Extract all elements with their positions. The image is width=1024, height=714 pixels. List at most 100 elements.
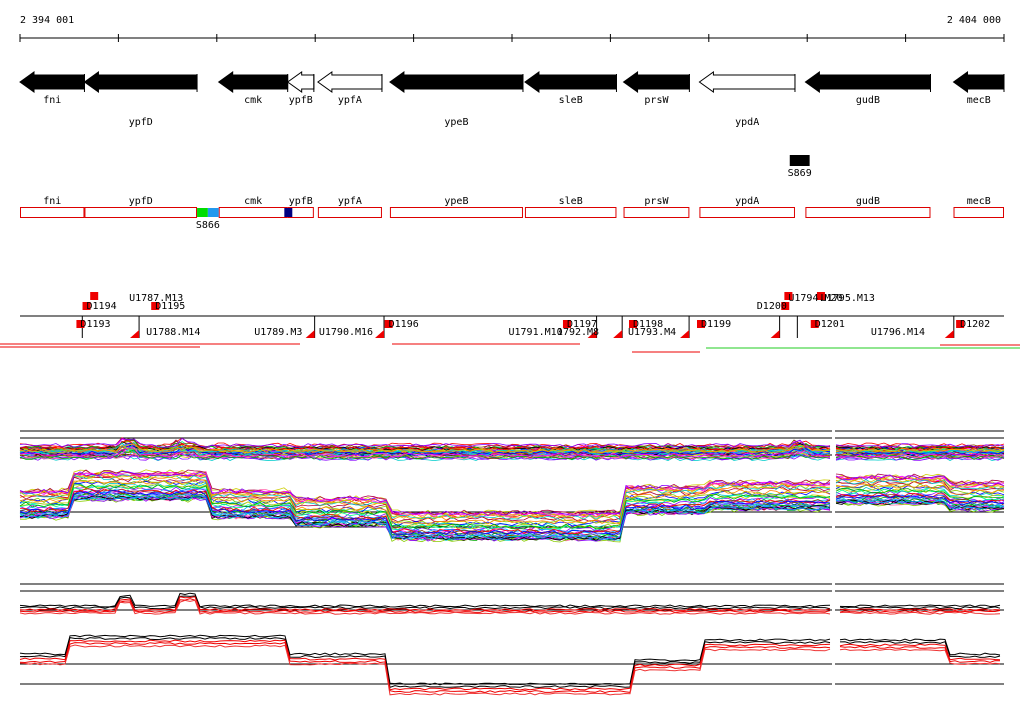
marker-label-S866: S866 [196,220,220,231]
gene-box-sleB[interactable] [524,207,617,218]
segment-end-triangle [770,330,780,338]
gene-arrow-ypeB[interactable] [389,71,524,93]
gene-box-ypfD[interactable] [84,207,198,218]
segment-marker[interactable] [82,302,91,310]
gene-arrow-sleB[interactable] [524,71,617,93]
segment-label: D1193 [80,319,110,330]
expression-trace [19,494,1005,541]
segment-label: 1792.M8 [557,327,599,338]
gene-box-label-ypdA: ypdA [735,196,759,207]
gene-label-fni: fni [43,95,61,106]
gene-label-ypdA: ypdA [735,117,759,128]
marker-block[interactable] [207,208,219,217]
expression-trace [19,479,1005,526]
segment-marker[interactable] [810,320,819,328]
segment-label: D1201 [815,319,845,330]
gene-label-ypfB: ypfB [289,95,313,106]
segment-label: D1195 [155,301,185,312]
feature-box-S869[interactable] [789,155,810,166]
segment-marker[interactable] [816,292,825,300]
gene-box-prsW[interactable] [623,207,690,218]
gene-label-cmk: cmk [244,95,262,106]
summary-trace [19,599,1001,615]
segment-label: U1791.M10 [509,327,563,338]
expression-trace [19,479,1005,525]
summary-trace [19,634,1001,686]
segment-marker[interactable] [90,292,99,300]
gene-box-gudB[interactable] [805,207,931,218]
gene-arrow-mecB[interactable] [952,71,1005,93]
segment-marker[interactable] [76,320,85,328]
segment-label: U1790.M16 [319,327,373,338]
segment-label: D1194 [87,301,117,312]
gene-arrow-ypfD[interactable] [83,71,198,93]
segment-marker[interactable] [696,320,705,328]
gene-arrow-cmk[interactable] [217,71,289,93]
summary-trace [19,596,1001,612]
summary-trace [19,598,1001,613]
segment-end-triangle [944,330,954,338]
gene-box-cmk[interactable] [218,207,288,218]
segment-marker[interactable] [384,320,393,328]
panel-gap [832,428,835,538]
expression-trace [19,484,1005,530]
segment-label: D1202 [960,319,990,330]
segment-marker[interactable] [151,302,160,310]
summary-trace [19,637,1001,688]
gene-arrow-fni[interactable] [19,71,85,93]
expression-trace [19,470,1005,517]
segment-label: U1796.M14 [871,327,925,338]
segment-label: U1793.M4 [628,327,676,338]
gene-arrow-ypfA[interactable] [317,71,383,93]
marker-block[interactable] [284,208,293,217]
gene-box-label-fni: fni [43,196,61,207]
gene-box-label-prsW: prsW [644,196,669,207]
gene-box-track: fni ypfD cmk ypfB ypfA ypeB sleB prsW ypdA gudB me… [20,196,1004,231]
gene-arrow-ypdA[interactable] [698,71,796,93]
gene-label-prsW: prsW [644,95,669,106]
expression-trace [19,476,1005,523]
segment-end-triangle [305,330,315,338]
feature-label-S869: S869 [788,168,812,179]
feature-track: S869 [788,155,812,179]
summary-trace [19,639,1001,691]
gene-label-ypfA: ypfA [338,95,362,106]
expression-trace [19,446,1005,458]
gene-box-mecB[interactable] [953,207,1004,218]
gene-box-label-ypfA: ypfA [338,196,362,207]
gene-label-sleB: sleB [559,95,583,106]
gene-label-ypfD: ypfD [129,117,153,128]
segment-marker[interactable] [781,302,790,310]
segment-label: U1787.M13 [129,293,183,304]
gene-box-label-gudB: gudB [856,196,880,207]
segment-label: U1789.M3 [254,327,302,338]
gene-box-label-sleB: sleB [559,196,583,207]
expression-trace [19,437,1005,448]
ruler-end-label: 2 404 000 [947,15,1001,26]
coordinate-ruler: 2 394 001 2 404 000 [19,15,1005,42]
segment-end-triangle [680,330,690,338]
segment-label: D1196 [389,319,419,330]
gene-box-fni[interactable] [20,207,85,218]
segment-label: D1198 [633,319,663,330]
gene-box-ypfA[interactable] [317,207,382,218]
gene-arrow-gudB[interactable] [804,71,931,93]
gene-box-ypdA[interactable] [699,207,795,218]
segment-marker[interactable] [562,320,571,328]
marker-block[interactable] [197,208,208,217]
segment-marker[interactable] [628,320,637,328]
summary-trace [19,644,1001,696]
ruler-ticks [19,34,1005,42]
summary-trace [19,595,1001,610]
expression-trace [19,439,1005,452]
segment-marker[interactable] [784,292,793,300]
segment-marker[interactable] [956,320,965,328]
segment-label: U1788.M14 [146,327,200,338]
gene-track: fni ypfD cmk ypfB ypfA ypeB sleB prsW ypdA gudB me… [19,71,1005,128]
gene-box-ypeB[interactable] [389,207,523,218]
gene-arrow-ypfB[interactable] [286,71,315,93]
ruler-start-label: 2 394 001 [20,15,74,26]
gene-arrow-prsW[interactable] [622,71,690,93]
